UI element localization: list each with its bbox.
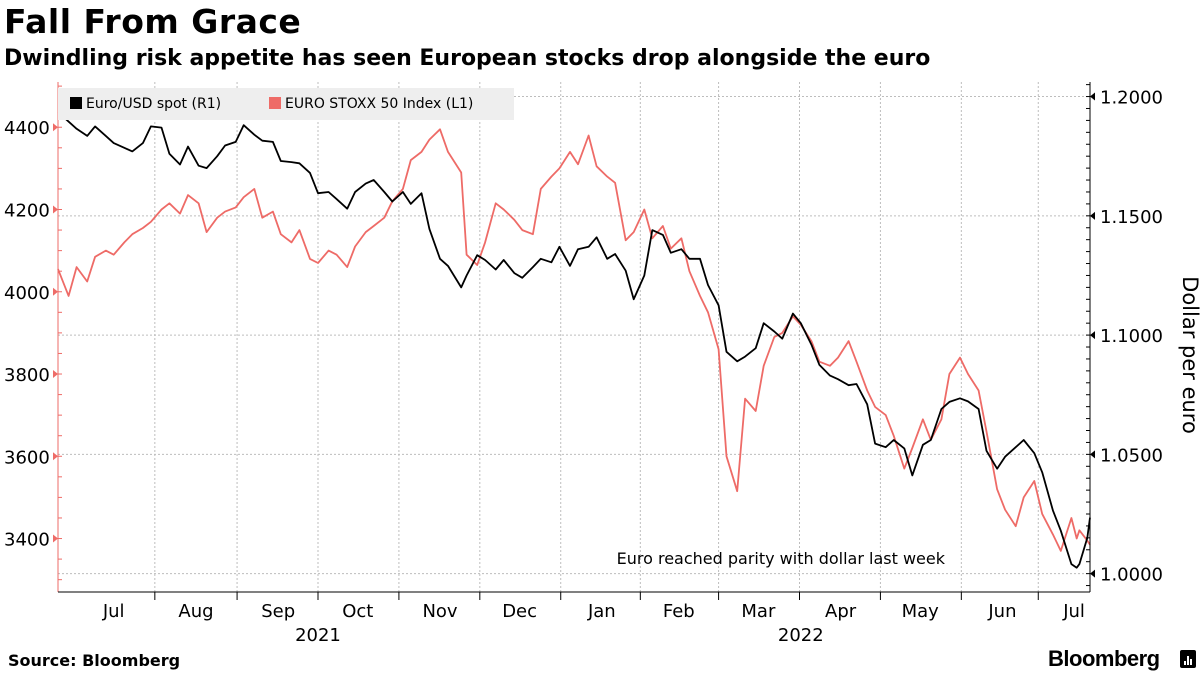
right-tick-marker-2	[1090, 331, 1095, 340]
left-tick-label-2: 3800	[4, 365, 50, 386]
right-tick-label-2: 1.1000	[1100, 326, 1163, 347]
x-tick-label-1: Aug	[178, 601, 213, 622]
x-tick-label-10: May	[902, 601, 940, 622]
right-tick-marker-1	[1090, 450, 1095, 459]
x-tick-label-4: Nov	[422, 601, 457, 622]
chart-title: Fall From Grace	[4, 2, 302, 41]
x-tick-label-12: Jul	[1062, 601, 1085, 622]
left-tick-label-5: 4400	[4, 118, 50, 139]
right-tick-label-4: 1.2000	[1100, 88, 1163, 109]
chart-legend: Euro/USD spot (R1) EURO STOXX 50 Index (…	[58, 88, 514, 120]
series-euro-usd-line	[57, 111, 1091, 569]
x-tick-label-7: Feb	[663, 601, 695, 622]
right-tick-label-0: 1.0000	[1100, 565, 1163, 586]
chart-subtitle: Dwindling risk appetite has seen Europea…	[4, 46, 931, 71]
right-tick-marker-3	[1090, 211, 1095, 220]
left-tick-label-0: 3400	[4, 530, 50, 551]
left-tick-marker-1	[53, 452, 58, 461]
left-tick-marker-4	[53, 205, 58, 214]
x-tick-label-11: Jun	[987, 601, 1016, 622]
legend-swatch-stoxx	[269, 97, 281, 109]
left-tick-marker-0	[53, 534, 58, 543]
x-tick-label-6: Jan	[587, 601, 616, 622]
left-tick-label-4: 4200	[4, 201, 50, 222]
left-tick-label-3: 4000	[4, 283, 50, 304]
right-tick-marker-4	[1090, 92, 1095, 101]
right-tick-label-3: 1.1500	[1100, 207, 1163, 228]
legend-label-stoxx: EURO STOXX 50 Index (L1)	[285, 96, 473, 112]
axes: 3400 3600 3800 4000 4200 4400 1.0000 1.0500 1.10…	[4, 82, 1163, 646]
right-axis-label: Dollar per euro	[1178, 276, 1200, 434]
x-tick-label-8: Mar	[741, 601, 776, 622]
x-tick-label-9: Apr	[825, 601, 857, 622]
series-stoxx-line	[57, 128, 1091, 552]
year-label-0: 2021	[295, 625, 341, 646]
x-tick-label-3: Oct	[342, 601, 373, 622]
legend-label-euro-usd: Euro/USD spot (R1)	[86, 96, 221, 112]
right-tick-label-1: 1.0500	[1100, 445, 1163, 466]
series-lines	[57, 111, 1091, 569]
chart-annotation: Euro reached parity with dollar last wee…	[617, 549, 946, 568]
left-tick-marker-5	[53, 123, 58, 132]
x-tick-label-5: Dec	[502, 601, 537, 622]
legend-background	[58, 88, 514, 120]
left-tick-label-1: 3600	[4, 447, 50, 468]
bloomberg-terminal-icon	[1180, 650, 1196, 668]
bloomberg-logo: Bloomberg	[1048, 646, 1160, 671]
x-tick-label-2: Sep	[261, 601, 295, 622]
year-label-1: 2022	[778, 625, 824, 646]
legend-swatch-euro-usd	[70, 97, 82, 109]
left-tick-marker-2	[53, 370, 58, 379]
source-note: Source: Bloomberg	[8, 651, 181, 670]
right-tick-marker-0	[1090, 569, 1095, 578]
x-tick-label-0: Jul	[102, 601, 125, 622]
left-tick-marker-3	[53, 287, 58, 296]
